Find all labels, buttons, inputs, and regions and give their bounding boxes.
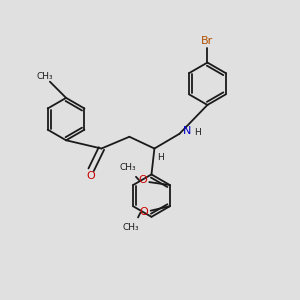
Text: O: O xyxy=(86,171,95,181)
Text: O: O xyxy=(138,175,147,185)
Text: O: O xyxy=(140,207,148,217)
Text: H: H xyxy=(158,153,164,162)
Text: CH₃: CH₃ xyxy=(119,164,136,172)
Text: N: N xyxy=(183,126,192,136)
Text: H: H xyxy=(194,128,200,137)
Text: Br: Br xyxy=(201,36,214,46)
Text: CH₃: CH₃ xyxy=(36,72,53,81)
Text: CH₃: CH₃ xyxy=(123,223,139,232)
